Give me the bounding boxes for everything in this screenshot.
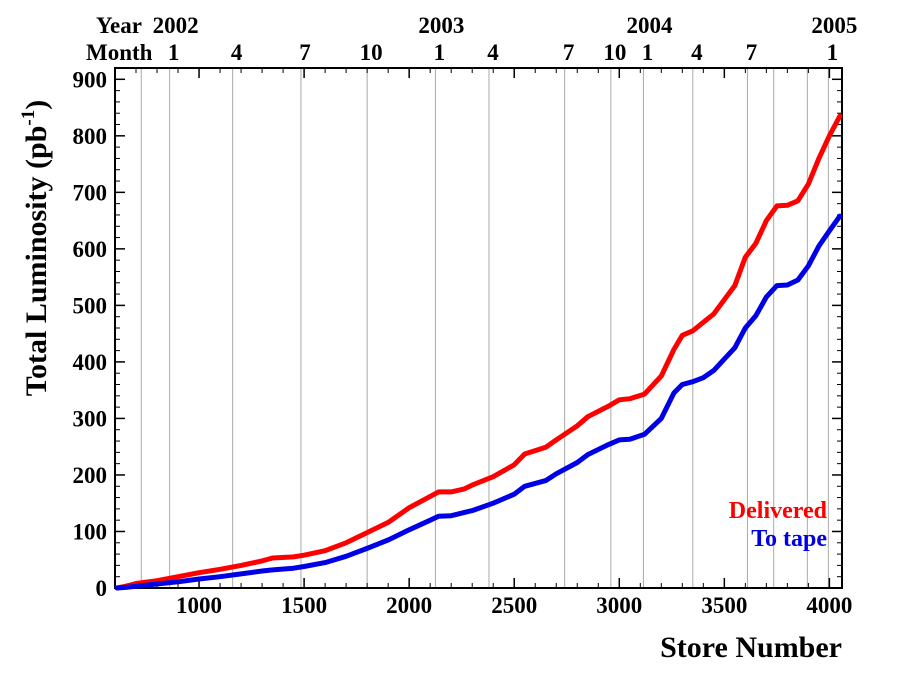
y-tick-label: 300 [73,406,108,431]
month-label: 1 [168,40,180,65]
y-tick-label: 700 [73,180,108,205]
x-tick-label: 3000 [596,593,642,618]
x-tick-label: 1500 [281,593,327,618]
month-row-label: Month [86,40,153,65]
y-tick-label: 400 [73,350,108,375]
x-tick-label: 2000 [386,593,432,618]
legend-entry: To tape [751,526,827,552]
y-tick-label: 500 [73,293,108,318]
y-axis-title: Total Luminosity (pb-1) [18,100,53,396]
month-label: 1 [827,40,839,65]
month-label: 1 [434,40,446,65]
year-label: 2003 [418,13,464,38]
year-row-label: Year [96,13,142,38]
y-axis-ticks: 0 100 200 300 400 500 600 700 800 900 [73,67,842,601]
x-tick-label: 1000 [176,593,222,618]
y-tick-label: 600 [73,237,108,262]
month-label: 4 [487,40,499,65]
x-axis-title: Store Number [660,631,842,664]
y-tick-label: 800 [73,124,108,149]
series-line [114,213,843,591]
y-axis-title-unit-exponent: -1 [18,110,39,126]
y-tick-label: 200 [73,463,108,488]
x-tick-label: 3500 [701,593,747,618]
year-label: 2005 [811,13,857,38]
y-tick-label: 900 [73,67,108,92]
series-line [114,113,843,591]
y-axis-title-main: Total Luminosity (pb [20,126,53,397]
month-label: 7 [563,40,575,65]
month-label: 1 [642,40,654,65]
month-label: 10 [603,40,626,65]
x-tick-label: 2500 [491,593,537,618]
x-tick-label: 4000 [806,593,852,618]
x-axis-ticks: 1000 1500 2000 2500 3000 3500 4000 [135,68,852,618]
gridlines [140,68,829,588]
y-tick-label: 100 [73,519,108,544]
series-lines [114,113,843,591]
y-tick-label: 0 [96,576,108,601]
month-label: 4 [231,40,243,65]
y-axis-title-close: ) [20,100,53,110]
legend-entry: Delivered [729,498,828,524]
month-label: 4 [691,40,703,65]
year-label: 2002 [153,13,199,38]
month-label: 7 [299,40,311,65]
year-label: 2004 [626,13,673,38]
month-label: 10 [360,40,383,65]
month-label: 7 [746,40,758,65]
